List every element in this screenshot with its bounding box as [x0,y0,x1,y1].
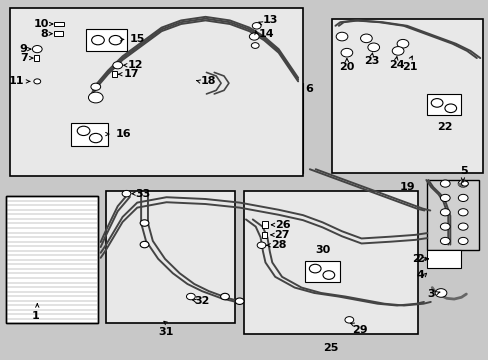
Text: 32: 32 [194,296,210,306]
Bar [54,22,64,26]
Text: 10: 10 [34,19,49,29]
Text: 3: 3 [426,289,434,299]
Circle shape [457,237,467,244]
Bar [244,191,417,334]
Bar [71,123,108,146]
Text: 6: 6 [305,84,313,94]
Text: 29: 29 [351,324,366,334]
Circle shape [249,33,259,40]
Circle shape [335,32,347,41]
Circle shape [461,181,468,186]
Circle shape [430,99,442,107]
Bar [305,261,339,282]
Text: 25: 25 [323,343,338,353]
Text: 14: 14 [259,29,274,39]
Circle shape [109,36,122,45]
Circle shape [434,289,446,297]
Bar [105,191,234,323]
Text: 8: 8 [41,29,48,39]
Bar [5,196,98,323]
Text: 19: 19 [399,182,415,192]
Circle shape [360,34,371,42]
Bar [331,19,483,173]
Circle shape [32,45,42,53]
Bar [262,221,267,228]
Circle shape [440,194,449,202]
Text: 23: 23 [364,56,379,66]
Text: 13: 13 [263,15,278,26]
Text: 24: 24 [388,60,404,70]
Circle shape [457,223,467,230]
Circle shape [367,43,379,51]
Circle shape [457,180,467,187]
Circle shape [309,264,321,273]
Circle shape [444,104,456,113]
Circle shape [251,42,259,48]
Circle shape [186,293,195,300]
Circle shape [235,298,244,305]
Circle shape [440,209,449,216]
Circle shape [440,223,449,230]
Circle shape [257,242,265,248]
Circle shape [122,190,131,197]
Circle shape [34,79,41,84]
Text: 27: 27 [274,230,289,240]
Text: 22: 22 [436,122,451,132]
Text: 26: 26 [274,220,290,230]
Circle shape [77,126,90,135]
Text: 7: 7 [20,53,27,63]
Circle shape [220,293,229,300]
Circle shape [457,209,467,216]
Bar [261,231,267,238]
Text: 18: 18 [200,76,216,86]
Text: 16: 16 [115,129,131,139]
Bar [112,71,117,77]
Text: 1: 1 [32,311,40,321]
Text: 21: 21 [402,62,417,72]
Circle shape [440,237,449,244]
Circle shape [89,134,102,143]
Circle shape [88,92,103,103]
Circle shape [457,194,467,202]
Circle shape [440,180,449,187]
Circle shape [91,36,104,45]
Circle shape [396,40,408,48]
Text: 33: 33 [135,189,150,199]
Text: 11: 11 [9,76,24,86]
Circle shape [323,271,334,279]
Bar [5,196,98,323]
Circle shape [113,62,122,69]
Text: 12: 12 [127,60,142,70]
Circle shape [344,317,353,323]
Circle shape [91,83,101,90]
Text: 17: 17 [124,69,139,79]
Bar [10,8,303,176]
Bar [34,55,39,61]
Text: 2: 2 [411,254,419,264]
Text: 9: 9 [20,44,27,54]
Circle shape [391,46,403,55]
Circle shape [340,48,352,57]
Bar [427,180,478,250]
Bar [427,94,461,116]
Text: 4: 4 [415,270,423,280]
Circle shape [140,220,149,226]
Text: 5: 5 [459,166,467,176]
Text: 31: 31 [159,327,174,337]
Text: 2: 2 [415,254,423,264]
Bar [427,250,461,268]
Text: 20: 20 [339,62,354,72]
Bar [86,30,127,51]
Text: 28: 28 [271,240,286,250]
Circle shape [252,23,261,29]
Circle shape [140,241,149,248]
Text: 15: 15 [130,35,145,44]
Bar [54,31,62,36]
Text: 30: 30 [314,245,329,255]
